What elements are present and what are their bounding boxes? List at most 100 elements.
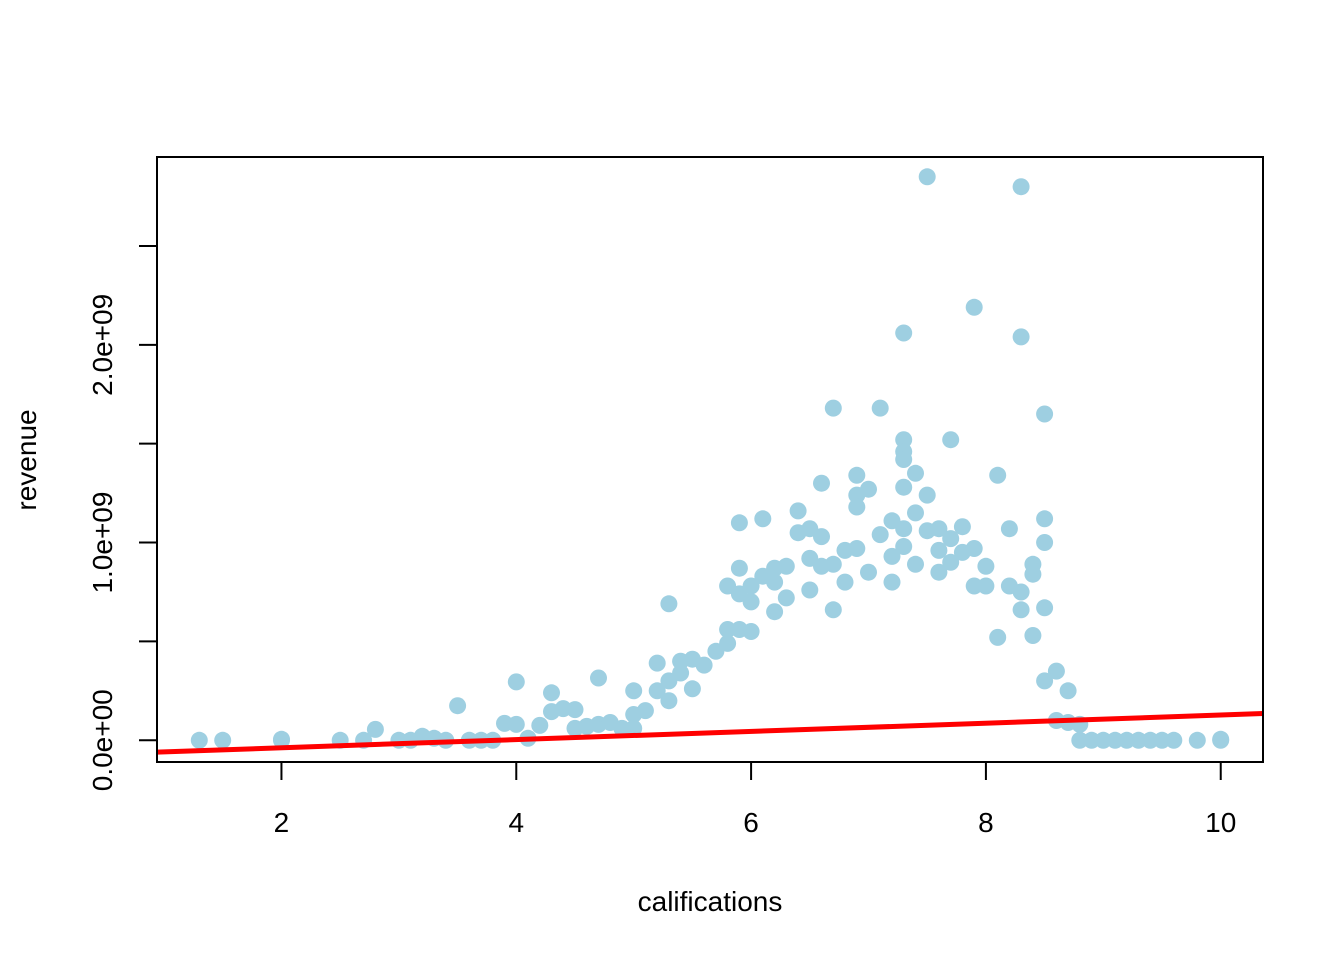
- data-point: [965, 540, 983, 557]
- data-point: [801, 581, 819, 599]
- data-point: [848, 498, 866, 516]
- data-point: [930, 520, 948, 538]
- data-point: [824, 601, 842, 619]
- data-point: [848, 540, 866, 557]
- data-point: [953, 518, 971, 536]
- data-point: [648, 654, 666, 672]
- data-point: [813, 474, 830, 492]
- data-point: [836, 573, 854, 591]
- data-point: [1036, 534, 1054, 551]
- data-point: [895, 538, 913, 555]
- y-tick-label: 2.0e+09: [87, 294, 118, 396]
- data-point: [977, 557, 995, 575]
- y-axis: 0.0e+00 1.0e+09 2.0e+09: [87, 244, 158, 791]
- data-point: [777, 589, 795, 607]
- x-tick-label: 10: [1205, 807, 1236, 838]
- data-point: [989, 628, 1007, 646]
- data-point: [942, 431, 960, 449]
- data-point: [1059, 682, 1077, 700]
- data-point: [672, 664, 690, 682]
- data-point: [860, 480, 877, 498]
- data-point: [895, 478, 913, 496]
- data-point: [1036, 672, 1054, 690]
- data-point: [1106, 731, 1124, 749]
- data-point: [860, 563, 877, 581]
- data-point: [1071, 731, 1089, 749]
- data-point: [977, 577, 995, 595]
- data-points: [190, 168, 1230, 749]
- data-point: [813, 528, 830, 546]
- data-point: [883, 547, 901, 565]
- data-point: [507, 673, 525, 691]
- data-point: [989, 466, 1007, 484]
- data-point: [918, 486, 936, 504]
- data-point: [1012, 583, 1030, 601]
- data-point: [895, 324, 913, 342]
- data-point: [273, 730, 290, 748]
- data-point: [848, 466, 866, 484]
- data-point: [1188, 731, 1206, 749]
- data-point: [648, 682, 666, 700]
- data-point: [449, 697, 467, 715]
- data-point: [895, 451, 913, 468]
- data-point: [871, 399, 889, 417]
- data-point: [590, 669, 607, 687]
- data-point: [1000, 520, 1018, 538]
- data-point: [895, 520, 913, 538]
- data-point: [1036, 405, 1054, 423]
- data-point: [965, 298, 983, 316]
- data-point: [1012, 328, 1030, 346]
- data-point: [1047, 662, 1065, 680]
- data-point: [366, 720, 384, 738]
- data-point: [942, 553, 960, 571]
- data-point: [742, 577, 760, 595]
- data-point: [531, 716, 549, 734]
- data-point: [1012, 178, 1030, 196]
- data-point: [730, 559, 748, 577]
- data-point: [1083, 731, 1101, 749]
- data-point: [1036, 599, 1054, 617]
- data-point: [214, 731, 232, 749]
- data-point: [766, 573, 784, 591]
- data-point: [660, 692, 678, 710]
- data-point: [942, 530, 960, 548]
- data-point: [613, 719, 631, 737]
- data-point: [824, 399, 842, 417]
- data-point: [871, 526, 889, 544]
- data-point: [1024, 565, 1042, 583]
- data-point: [766, 603, 784, 621]
- regression-line-layer: [156, 711, 1264, 755]
- data-point: [754, 510, 772, 528]
- x-axis: 2 4 6 8 10: [274, 761, 1236, 838]
- data-point: [777, 557, 795, 575]
- data-point: [930, 563, 948, 581]
- data-point: [907, 464, 924, 482]
- y-tick-label: 0.0e+00: [87, 689, 118, 791]
- data-point: [824, 555, 842, 573]
- data-point: [566, 701, 584, 719]
- data-point: [895, 431, 913, 449]
- data-point: [907, 555, 924, 573]
- plot-area-frame: [156, 156, 1264, 763]
- data-point: [742, 593, 760, 611]
- x-tick-label: 6: [743, 807, 759, 838]
- data-point: [907, 504, 924, 522]
- data-point: [1212, 730, 1230, 748]
- regression-line: [156, 711, 1264, 755]
- data-point: [507, 715, 525, 733]
- data-point: [930, 541, 948, 559]
- data-point: [625, 719, 643, 737]
- data-point: [625, 682, 643, 700]
- data-point: [1153, 731, 1171, 749]
- data-point: [683, 680, 701, 698]
- data-point: [789, 502, 807, 520]
- data-point: [660, 595, 678, 613]
- y-axis-title: revenue: [11, 409, 42, 510]
- data-point: [636, 702, 654, 720]
- data-point: [1012, 601, 1030, 619]
- data-point: [883, 573, 901, 591]
- data-point: [918, 168, 936, 186]
- data-point: [719, 634, 737, 652]
- data-point: [719, 621, 737, 638]
